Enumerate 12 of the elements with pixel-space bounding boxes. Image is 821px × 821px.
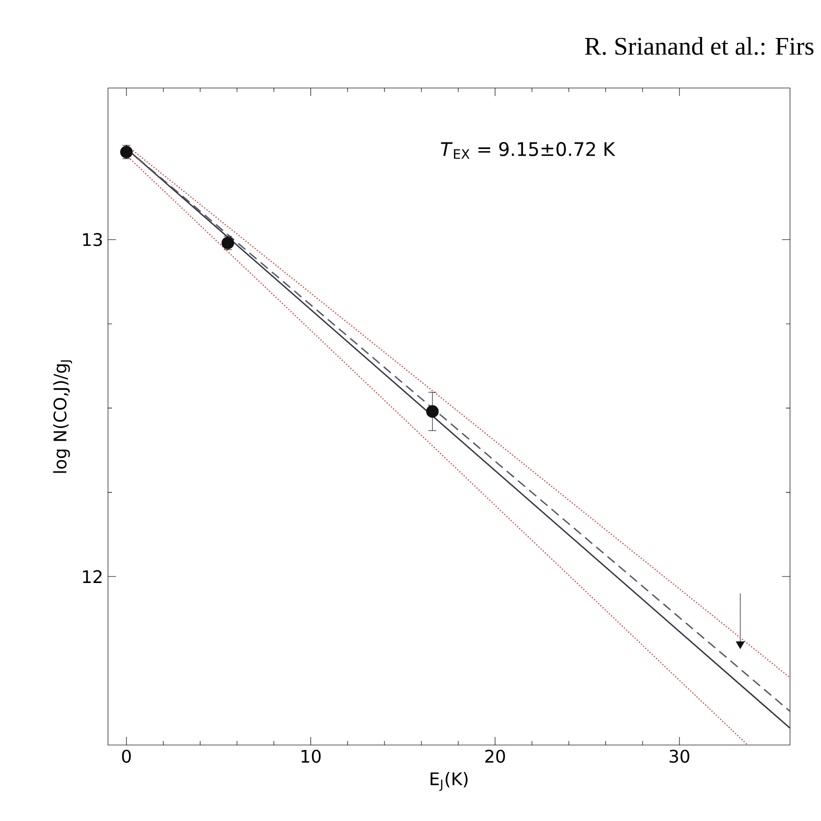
y-axis-title: log N(CO,J)/g$_{J}$ [53,360,72,473]
y-tick-label: 12 [83,570,102,583]
x-tick-label: 20 [485,750,505,763]
y-tick-label: 13 [83,233,102,246]
x-tick-label: 10 [302,750,321,763]
text: R. Srianand et al.: Firs [584,37,814,55]
point [736,641,745,649]
point [426,405,439,418]
annotation: T$_{EX}$ = 9.15±0.72 K [440,142,616,159]
x-tick-label: 0 [122,750,131,763]
x-tick-label: 30 [670,750,690,763]
x-axis-title: E$_{J}$(K) [430,772,468,791]
